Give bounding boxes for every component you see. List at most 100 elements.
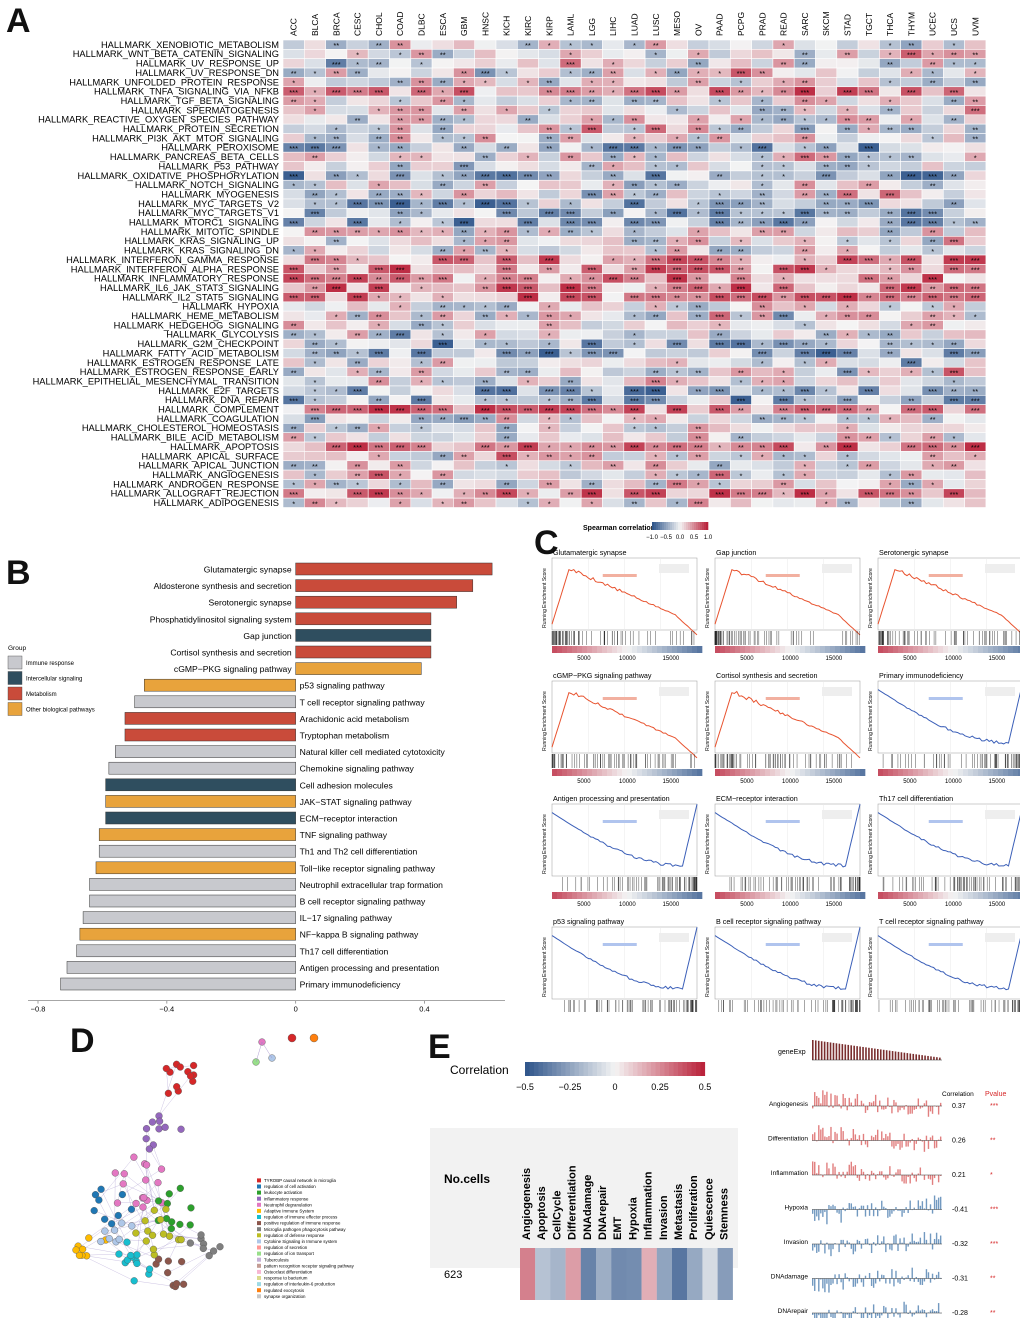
significance-mark: ** — [376, 368, 382, 377]
network-node — [97, 1237, 105, 1246]
significance-mark: * — [569, 462, 572, 471]
gsea-y-label: Running Enrichment Score — [542, 937, 548, 997]
track-bar — [929, 1278, 932, 1283]
track-bar — [887, 1243, 889, 1244]
track-bar — [881, 1106, 883, 1110]
heatmap-row-label: HALLMARK_G2M_CHECKPOINT — [137, 339, 279, 349]
heatmap-cell — [836, 217, 859, 228]
significance-mark: * — [356, 350, 359, 359]
bar-label: ECM−receptor interaction — [300, 814, 398, 824]
heatmap-cell — [538, 488, 561, 499]
significance-mark: * — [526, 153, 529, 162]
heatmap-cell — [687, 329, 710, 340]
gsea-rank-bar — [810, 646, 816, 653]
network-node — [167, 1225, 175, 1233]
significance-mark: * — [612, 256, 615, 265]
heatmap-row-label: HALLMARK_APICAL_JUNCTION — [138, 461, 279, 471]
significance-mark: * — [441, 294, 444, 303]
heatmap-cell — [942, 123, 965, 134]
significance-mark: ** — [568, 153, 574, 162]
significance-mark: * — [825, 97, 828, 106]
significance-mark: * — [846, 453, 849, 462]
significance-mark: ** — [908, 125, 914, 134]
heatmap-cell — [516, 95, 539, 106]
significance-mark: ** — [951, 340, 957, 349]
heatmap-cell — [410, 254, 433, 265]
network-node — [148, 1118, 157, 1126]
track-bar — [870, 1170, 873, 1175]
track-pvalue: *** — [990, 1103, 998, 1110]
heatmap-cell — [559, 142, 582, 153]
significance-mark: * — [441, 378, 444, 387]
significance-mark: *** — [396, 406, 405, 415]
network-node — [90, 1207, 98, 1215]
heatmap-cell — [687, 217, 710, 228]
significance-mark: *** — [800, 406, 809, 415]
heatmap-cell — [623, 432, 646, 443]
track-pvalue: ** — [990, 1310, 996, 1317]
heatmap-cell — [282, 39, 305, 50]
heatmap-cell — [431, 236, 454, 247]
gsea-rank-bar — [805, 646, 811, 653]
network-node — [186, 1221, 194, 1229]
colorbar-swatch — [655, 1062, 661, 1076]
gsea-rank-bar — [715, 646, 721, 653]
significance-mark: *** — [502, 387, 511, 396]
significance-mark: * — [377, 228, 380, 237]
heatmap-cell — [900, 179, 923, 190]
gsea-x-tick: 5000 — [577, 656, 591, 662]
heatmap-cell — [900, 189, 923, 200]
heatmap-cell — [602, 385, 625, 396]
heatmap-cell — [580, 133, 603, 144]
significance-mark: * — [292, 79, 295, 88]
heatmap-row-label: HALLMARK_ANDROGEN_RESPONSE — [113, 479, 279, 489]
track-bar — [856, 1239, 859, 1244]
significance-mark: * — [484, 340, 487, 349]
heatmap-cell — [964, 39, 987, 50]
heatmap-col-label: CHOL — [374, 12, 384, 36]
gsea-rank-bar — [820, 769, 826, 776]
significance-mark: * — [377, 453, 380, 462]
gsea-rank-bar — [903, 769, 909, 776]
significance-mark: ** — [653, 41, 659, 50]
gsea-rank-bar — [988, 646, 994, 653]
heatmap-cell — [942, 208, 965, 218]
significance-mark: * — [313, 181, 316, 190]
significance-mark: *** — [950, 88, 959, 97]
heatmap-cell — [367, 217, 390, 228]
heatmap-cell — [644, 226, 667, 237]
network-node — [72, 1246, 80, 1254]
track-bar — [929, 1137, 932, 1141]
track-bar — [933, 1238, 936, 1244]
network-legend-label: Microglia pathogen phagocytosis pathway — [264, 1227, 346, 1232]
heatmap-cell — [623, 58, 646, 69]
track-bar — [842, 1131, 844, 1141]
significance-mark: ** — [823, 331, 829, 340]
gsea-x-tick: 5000 — [903, 656, 917, 662]
heatmap-cell — [900, 273, 923, 284]
significance-mark: *** — [438, 406, 447, 415]
heatmap-cell — [346, 236, 369, 247]
track-bar — [852, 1166, 855, 1175]
gsea-rank-bar — [647, 892, 653, 899]
state-heat-cell — [535, 1248, 551, 1300]
significance-mark: ** — [461, 499, 467, 508]
track-bar — [915, 1241, 917, 1244]
heatmap-col-label: SARC — [800, 12, 810, 36]
significance-mark: * — [420, 60, 423, 69]
heatmap-cell — [751, 49, 774, 59]
heatmap-cell — [836, 58, 859, 69]
heatmap-cell — [346, 282, 369, 293]
gsea-rank-bar — [943, 769, 949, 776]
significance-mark: *** — [438, 200, 447, 209]
heatmap-cell — [708, 301, 731, 312]
heatmap-cell — [474, 105, 497, 116]
heatmap-cell — [857, 282, 880, 293]
significance-mark: ** — [504, 303, 510, 312]
network-legend-label: regulation of ion transport — [264, 1251, 315, 1256]
significance-mark: *** — [481, 172, 490, 181]
significance-mark: * — [313, 88, 316, 97]
track-bar — [832, 1313, 834, 1318]
heatmap-cell — [389, 282, 412, 293]
